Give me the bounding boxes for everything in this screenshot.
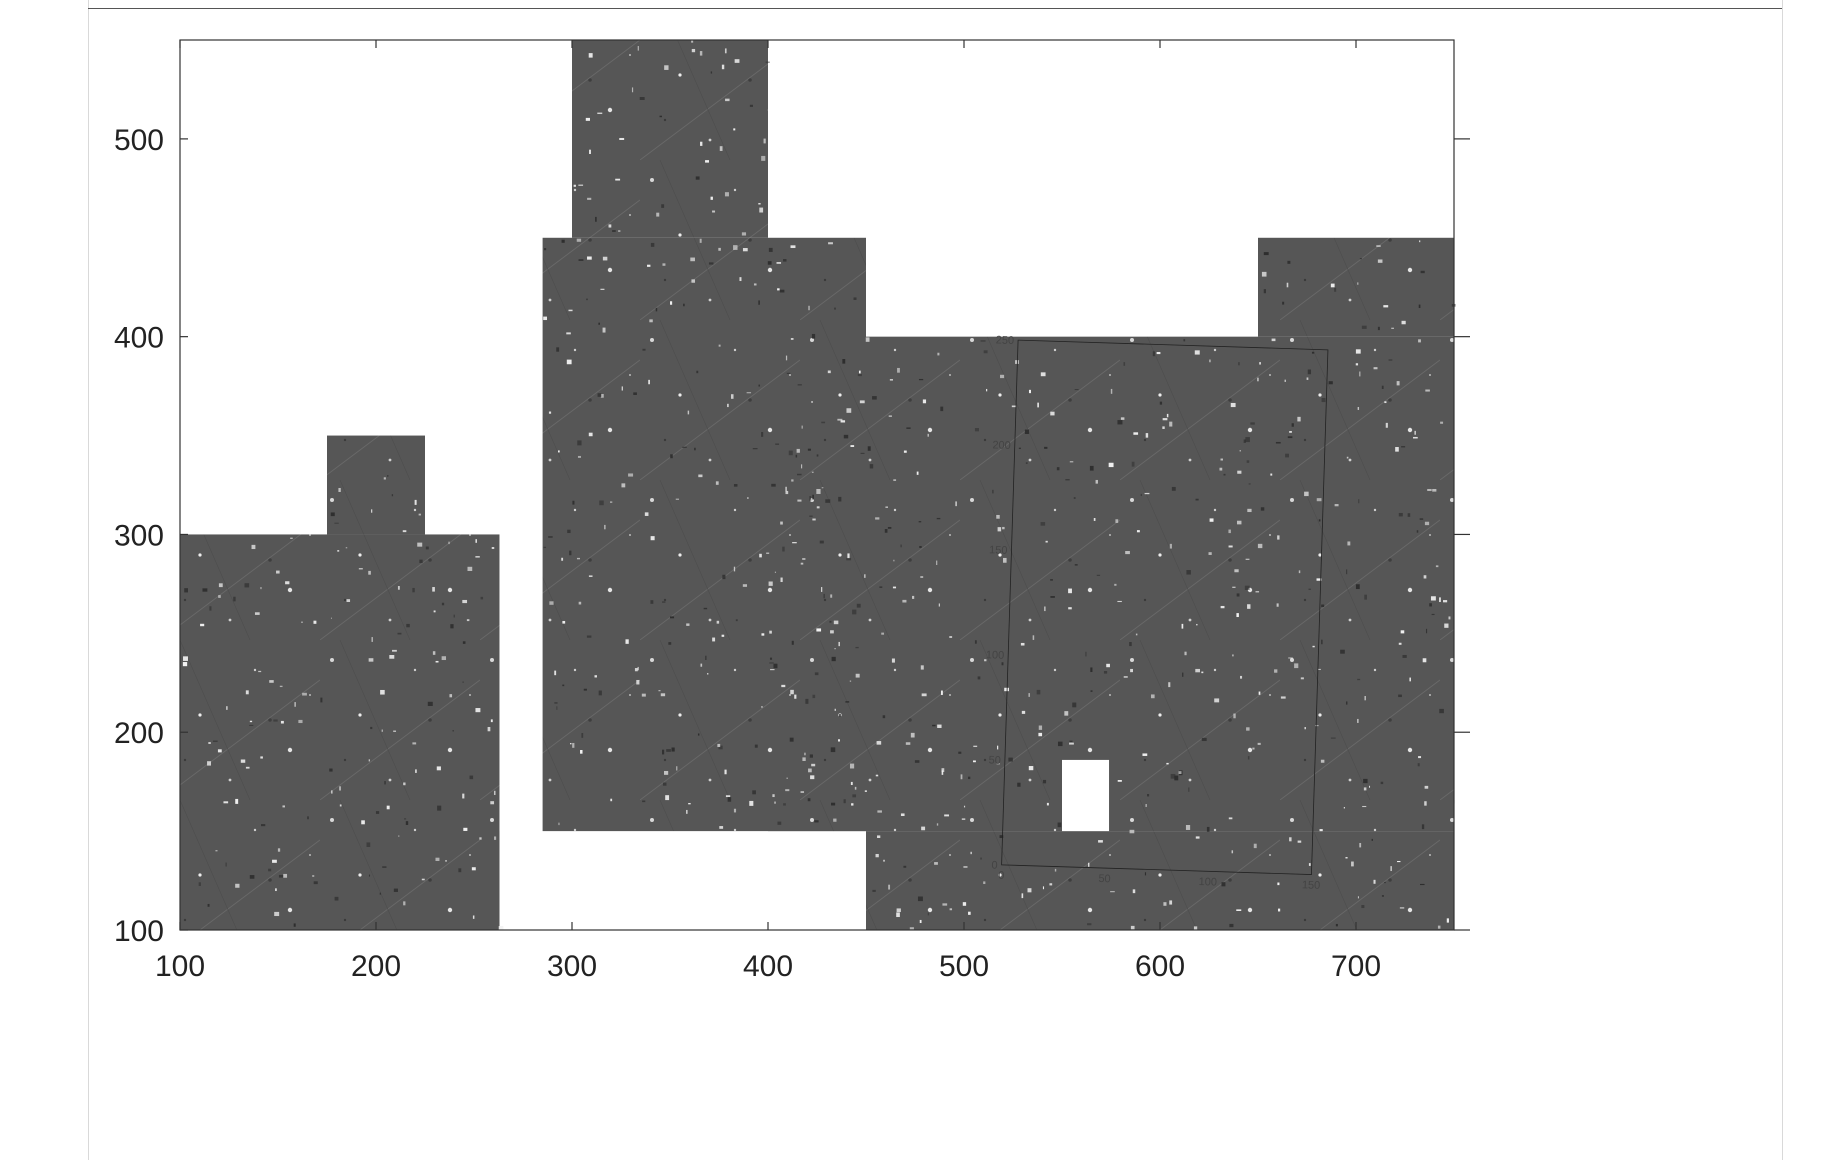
y-tick-label: 300 [114,519,164,552]
y-tick-label: 500 [114,124,164,157]
coverage-area-6 [768,336,1454,832]
y-tick-label: 400 [114,322,164,355]
coverage-area-1 [180,534,500,930]
y-tick-label: 100 [114,915,164,948]
inset-x-tick-label: 150 [1302,879,1321,892]
coverage-area-5 [572,40,768,238]
blank-areas-layer [1062,759,1110,832]
coverage-area-8 [1258,237,1454,337]
inset-x-tick-label: 0 [998,870,1004,882]
inset-frame: 0 50 100 150 0 50 100 150 200 250 [986,334,1329,892]
survey-coverage-layer [180,40,1456,930]
top-frame-line [88,8,1782,9]
coverage-area-7 [866,831,1454,930]
inset-y-tick-label: 200 [992,439,1011,452]
left-page-margin-line [88,0,89,1160]
plot-frame [179,39,1455,931]
feature-speckles [182,40,1456,930]
y-tick-label: 200 [114,717,164,750]
x-tick-label: 200 [351,950,401,983]
coverage-area-3 [474,831,500,930]
inset-y-tick-label: 0 [991,860,997,872]
inset-x-tick-label: 100 [1198,876,1217,889]
x-tick-label: 700 [1331,950,1381,983]
inset-y-tick-label: 250 [996,334,1015,347]
inset-y-tick-label: 50 [988,754,1001,766]
inset-y-tick-label: 150 [989,544,1008,557]
x-tick-label: 300 [547,950,597,983]
x-tick-label: 100 [155,950,205,983]
inset-x-tick-label: 50 [1098,873,1111,885]
coverage-area-2 [327,435,425,535]
right-page-margin-line [1782,0,1783,1160]
x-tick-label: 400 [743,950,793,983]
x-tick-label: 500 [939,950,989,983]
inset-y-tick-label: 100 [986,649,1005,662]
x-tick-label: 600 [1135,950,1185,983]
inset-grid-layer: 0 50 100 150 0 50 100 150 200 250 [986,334,1329,892]
blank-area-1 [1062,759,1110,832]
